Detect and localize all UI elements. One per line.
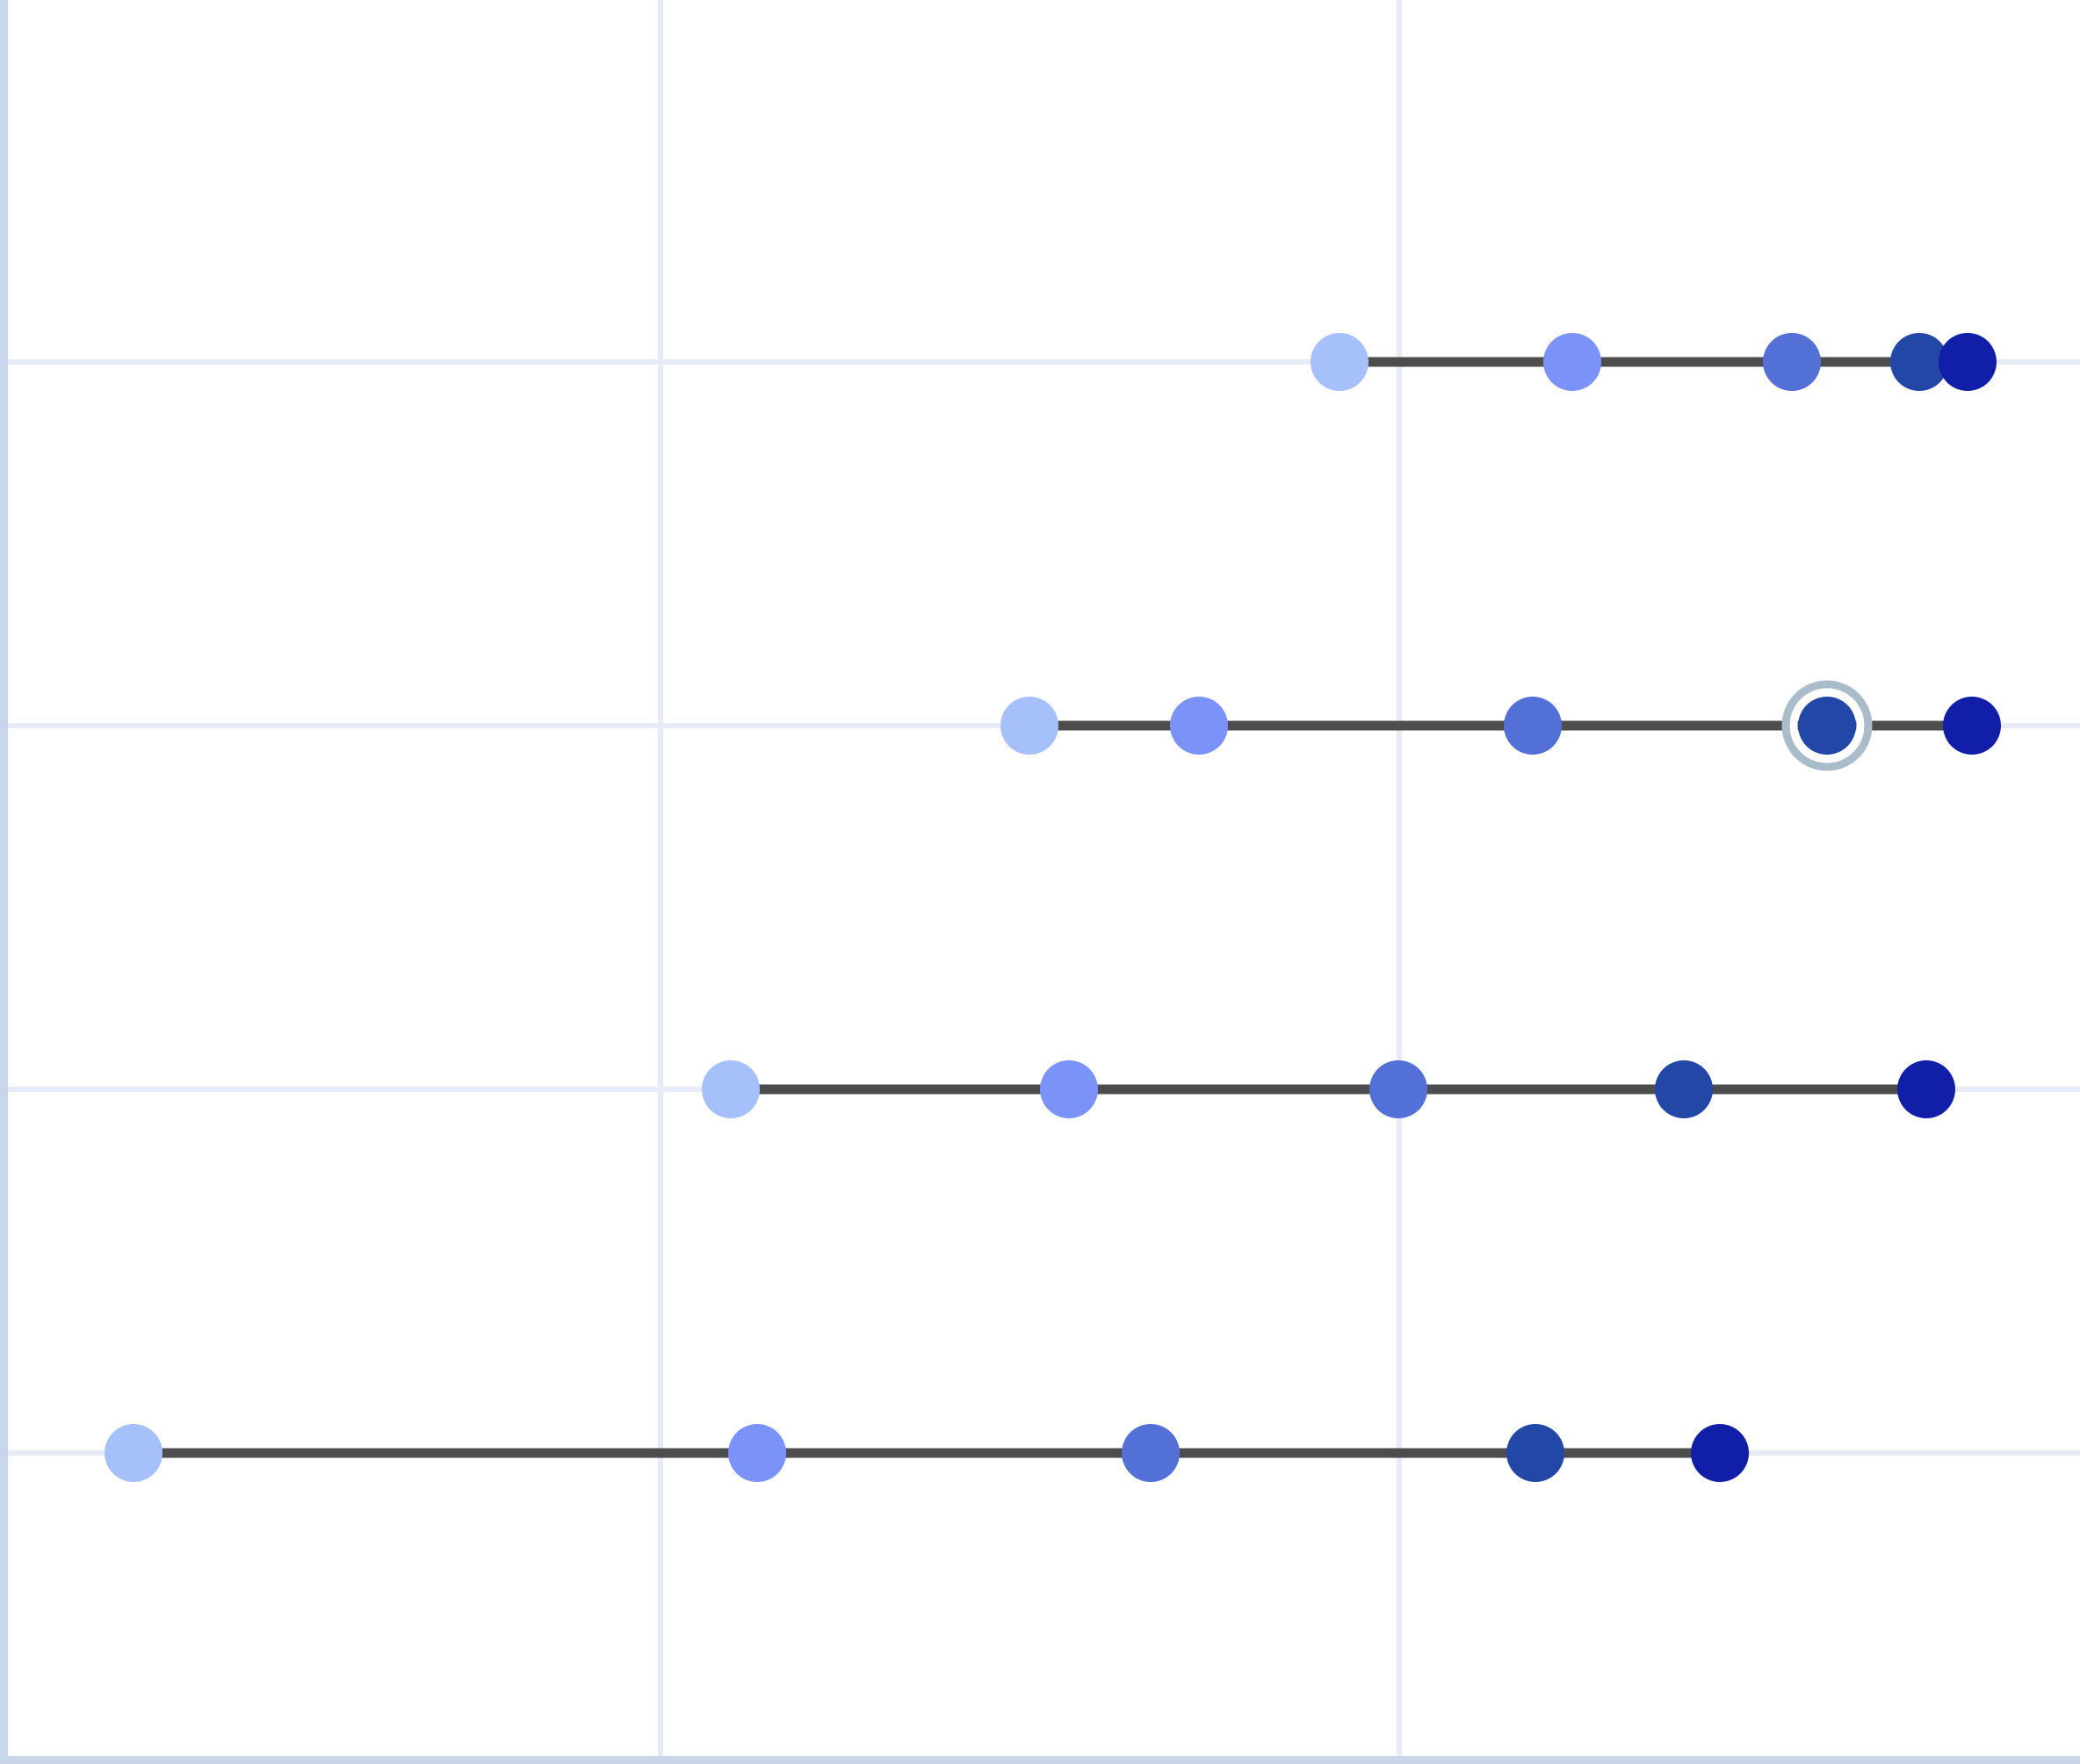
dumbbell-row [1311, 333, 1997, 391]
data-point-dot[interactable] [1504, 697, 1562, 755]
data-point-dot[interactable] [1040, 1060, 1098, 1118]
dumbbell-row [1000, 680, 2001, 771]
data-point-dot[interactable] [1506, 1424, 1564, 1482]
selection-ring-gap [1789, 688, 1865, 763]
dumbbell-series [105, 333, 2001, 1482]
data-point-dot[interactable] [1311, 333, 1369, 391]
data-point-dot[interactable] [1369, 1060, 1427, 1118]
dumbbell-row [702, 1060, 1955, 1118]
data-point-dot[interactable] [702, 1060, 760, 1118]
data-point-dot[interactable] [1943, 697, 2001, 755]
data-point-dot[interactable] [1000, 697, 1058, 755]
data-point-dot[interactable] [1122, 1424, 1180, 1482]
data-point-dot[interactable] [1691, 1424, 1749, 1482]
data-point-dot[interactable] [1543, 333, 1601, 391]
data-point-dot[interactable] [1170, 697, 1228, 755]
data-point-dot[interactable] [1939, 333, 1997, 391]
data-point-dot[interactable] [1763, 333, 1821, 391]
data-point-dot[interactable] [1890, 333, 1948, 391]
data-point-dot[interactable] [105, 1424, 162, 1482]
selection-ring [1781, 680, 1873, 771]
dumbbell-row [105, 1424, 1749, 1482]
data-point-dot[interactable] [1798, 697, 1856, 755]
data-point-dot[interactable] [728, 1424, 786, 1482]
data-point-dot[interactable] [1655, 1060, 1713, 1118]
data-point-dot[interactable] [1897, 1060, 1955, 1118]
